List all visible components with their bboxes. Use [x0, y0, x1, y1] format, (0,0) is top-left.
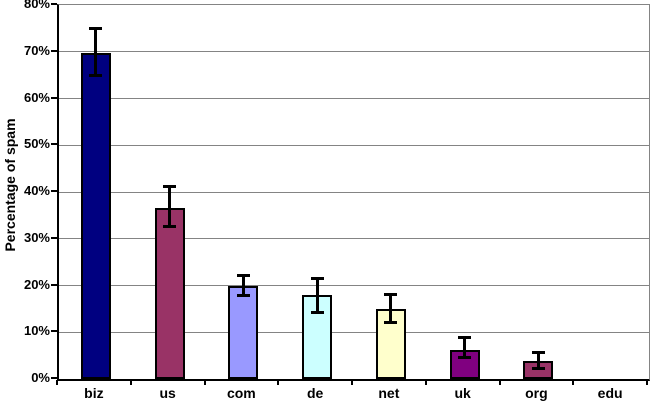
x-tick-label-edu: edu [597, 385, 623, 401]
error-bar-cap-us [163, 225, 177, 229]
bar-com [228, 286, 259, 379]
y-axis-tick [51, 236, 57, 239]
y-axis-tick [51, 96, 57, 99]
gridline-30 [59, 238, 649, 240]
error-bar-uk [463, 337, 467, 359]
error-bar-de [315, 277, 319, 314]
error-bar-cap-com [236, 274, 250, 278]
y-tick-label: 10% [23, 323, 50, 339]
error-bar-org [536, 351, 540, 370]
y-tick-label: 20% [23, 276, 50, 292]
error-bar-cap-biz [89, 27, 103, 31]
y-axis-tick [51, 190, 57, 192]
x-axis-tick [56, 380, 58, 385]
error-bar-cap-org [531, 367, 545, 371]
gridline-50 [59, 144, 649, 146]
bar-biz [80, 53, 111, 379]
error-bar-cap-uk [458, 356, 472, 360]
y-axis-tick [51, 283, 57, 286]
x-axis-tick [572, 380, 575, 385]
y-axis-tick [51, 3, 57, 5]
y-axis-tick [51, 330, 57, 333]
error-bar-cap-de [310, 276, 324, 280]
plot-area [57, 4, 650, 381]
error-bar-cap-uk [458, 336, 472, 340]
gridline-40 [59, 191, 649, 193]
error-bar-cap-org [531, 350, 545, 354]
x-tick-label-de: de [306, 385, 324, 401]
x-tick-label-org: org [525, 385, 548, 401]
y-tick-label: 50% [23, 136, 50, 152]
error-bar-biz [94, 28, 98, 77]
error-bar-com [241, 275, 245, 296]
error-bar-cap-biz [89, 74, 103, 78]
gridline-60 [59, 98, 649, 99]
x-axis-tick [129, 380, 132, 385]
x-axis-tick [646, 380, 648, 385]
gridline-70 [59, 51, 649, 53]
error-bar-cap-us [163, 184, 177, 188]
error-bar-cap-net [384, 320, 398, 324]
x-axis-tick [498, 380, 501, 385]
y-tick-label: 70% [23, 42, 50, 58]
y-tick-label: 30% [23, 229, 50, 245]
y-axis-tick [51, 377, 57, 379]
y-tick-label: 80% [23, 0, 50, 11]
x-tick-label-net: net [378, 385, 400, 401]
x-tick-label-us: us [159, 385, 176, 401]
error-bar-cap-de [310, 311, 324, 315]
error-bar-us [168, 185, 172, 228]
bar-us [154, 207, 185, 379]
y-axis-tick [51, 143, 57, 146]
gridline-20 [59, 285, 649, 286]
x-axis-tick [277, 380, 280, 385]
y-axis-tick [51, 49, 57, 52]
x-tick-label-uk: uk [454, 385, 471, 401]
x-axis-tick [351, 380, 353, 385]
x-axis-tick [203, 380, 206, 385]
x-axis-tick [424, 380, 427, 385]
y-tick-label: 60% [23, 89, 50, 105]
error-bar-net [389, 293, 393, 323]
y-tick-label: 40% [23, 183, 50, 198]
x-tick-label-biz: biz [84, 385, 104, 401]
error-bar-cap-com [236, 293, 250, 297]
error-bar-cap-net [384, 292, 398, 296]
x-tick-label-com: com [226, 385, 256, 401]
y-tick-label: 0% [31, 370, 50, 385]
gridline-10 [59, 331, 649, 333]
